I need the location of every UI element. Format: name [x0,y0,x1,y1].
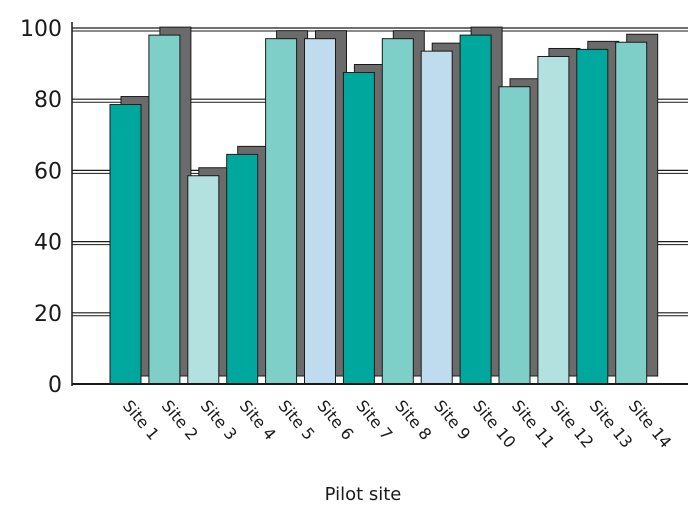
bar [265,38,298,385]
x-tick-label: Site 1 [119,396,163,443]
y-tick-label: 40 [34,231,62,256]
x-tick-label: Site 5 [275,396,319,443]
bar [381,38,414,385]
bar [226,153,259,385]
y-tick-label: 80 [34,88,62,113]
x-tick-label: Site 8 [391,396,435,443]
x-tick-label: Site 7 [352,396,396,443]
bar [576,48,609,385]
y-tick-labels: 0 20 40 60 80 100 [20,17,62,398]
y-tick-label: 0 [48,373,62,398]
y-tick-label: 60 [34,159,62,184]
x-tick-label: Site 3 [197,396,241,443]
bar [109,104,142,385]
x-tick-label: Site 14 [625,396,676,451]
x-tick-label: Site 6 [313,396,357,443]
bar [615,41,648,385]
x-tick-label: Site 4 [236,396,280,443]
bar [187,175,220,385]
bar [342,72,375,385]
bars [109,34,648,385]
bar [304,38,336,385]
x-axis-label: Pilot site [325,484,402,505]
bar [459,34,492,385]
bar [148,34,181,385]
bar [537,55,570,385]
y-tick-label: 100 [20,17,62,42]
bar [498,86,531,385]
axes [71,22,688,386]
bar [420,50,453,385]
x-tick-label: Site 9 [430,396,474,443]
x-tick-label: Site 2 [158,396,202,443]
y-tick-label: 20 [34,302,62,327]
